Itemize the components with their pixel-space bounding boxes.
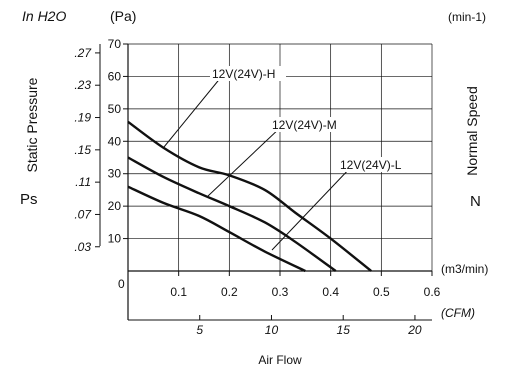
series-label: 12V(24V)-L [340, 158, 402, 172]
right-axis-symbol: N [470, 193, 481, 210]
leader-line [271, 165, 353, 251]
x-tick-label: 0.3 [272, 285, 289, 299]
plot-frame [99, 44, 432, 321]
y-tick-label: 60 [108, 69, 122, 83]
inh2o-tick-label: .15 [74, 143, 91, 157]
y-tick-label: 30 [108, 167, 122, 181]
x-tick-label: 0.1 [170, 285, 187, 299]
inh2o-tick-label: .11 [75, 175, 91, 189]
cfm-tick-label: 20 [407, 323, 422, 337]
leader-line [163, 75, 223, 148]
inh2o-tick-label: .23 [74, 78, 91, 92]
y-tick-label: 10 [108, 232, 122, 246]
series-label-bg [210, 66, 286, 81]
series-label: 12V(24V)-H [212, 67, 275, 81]
tick-marks [95, 43, 433, 320]
cfm-tick-label: 5 [196, 323, 203, 337]
origin-label: 0 [118, 277, 125, 291]
curve-12v-24v-m [127, 156, 337, 272]
inh2o-tick-label: .07 [74, 207, 92, 221]
units-speed: (min-1) [448, 10, 486, 24]
units-pascal: (Pa) [110, 8, 136, 24]
x-tick-label: 0.2 [221, 285, 238, 299]
y-tick-label: 50 [108, 102, 122, 116]
series-label-bg [270, 117, 346, 132]
x-tick-label: 0.4 [322, 285, 339, 299]
inh2o-tick-label: .03 [74, 240, 91, 254]
inh2o-tick-label: .27 [74, 46, 92, 60]
units-in-h2o: In H2O [22, 8, 66, 24]
y-tick-label: 40 [108, 134, 122, 148]
left-axis-title: Static Pressure [24, 77, 40, 172]
x-tick-label: 0.5 [373, 285, 390, 299]
y-tick-label: 70 [108, 37, 122, 51]
inh2o-tick-label: .19 [74, 111, 91, 125]
leader-line [207, 125, 283, 197]
right-axis-title: Normal Speed [464, 86, 480, 176]
performance-curves [127, 120, 372, 273]
x-unit-label: (m3/min) [441, 262, 488, 276]
cfm-unit-label: (CFM) [441, 306, 475, 320]
cfm-tick-label: 10 [265, 323, 279, 337]
curve-12v-24v-l [127, 185, 306, 273]
cfm-tick-label: 15 [337, 323, 351, 337]
left-axis-symbol: Ps [20, 191, 38, 208]
y-tick-label: 20 [108, 199, 122, 213]
series-label-bg [338, 157, 414, 172]
series-label: 12V(24V)-M [272, 118, 337, 132]
label-leader-lines [163, 75, 353, 251]
x-axis-title: Air Flow [258, 353, 302, 367]
x-tick-label: 0.6 [424, 285, 441, 299]
curve-12v-24v-h [127, 120, 372, 272]
